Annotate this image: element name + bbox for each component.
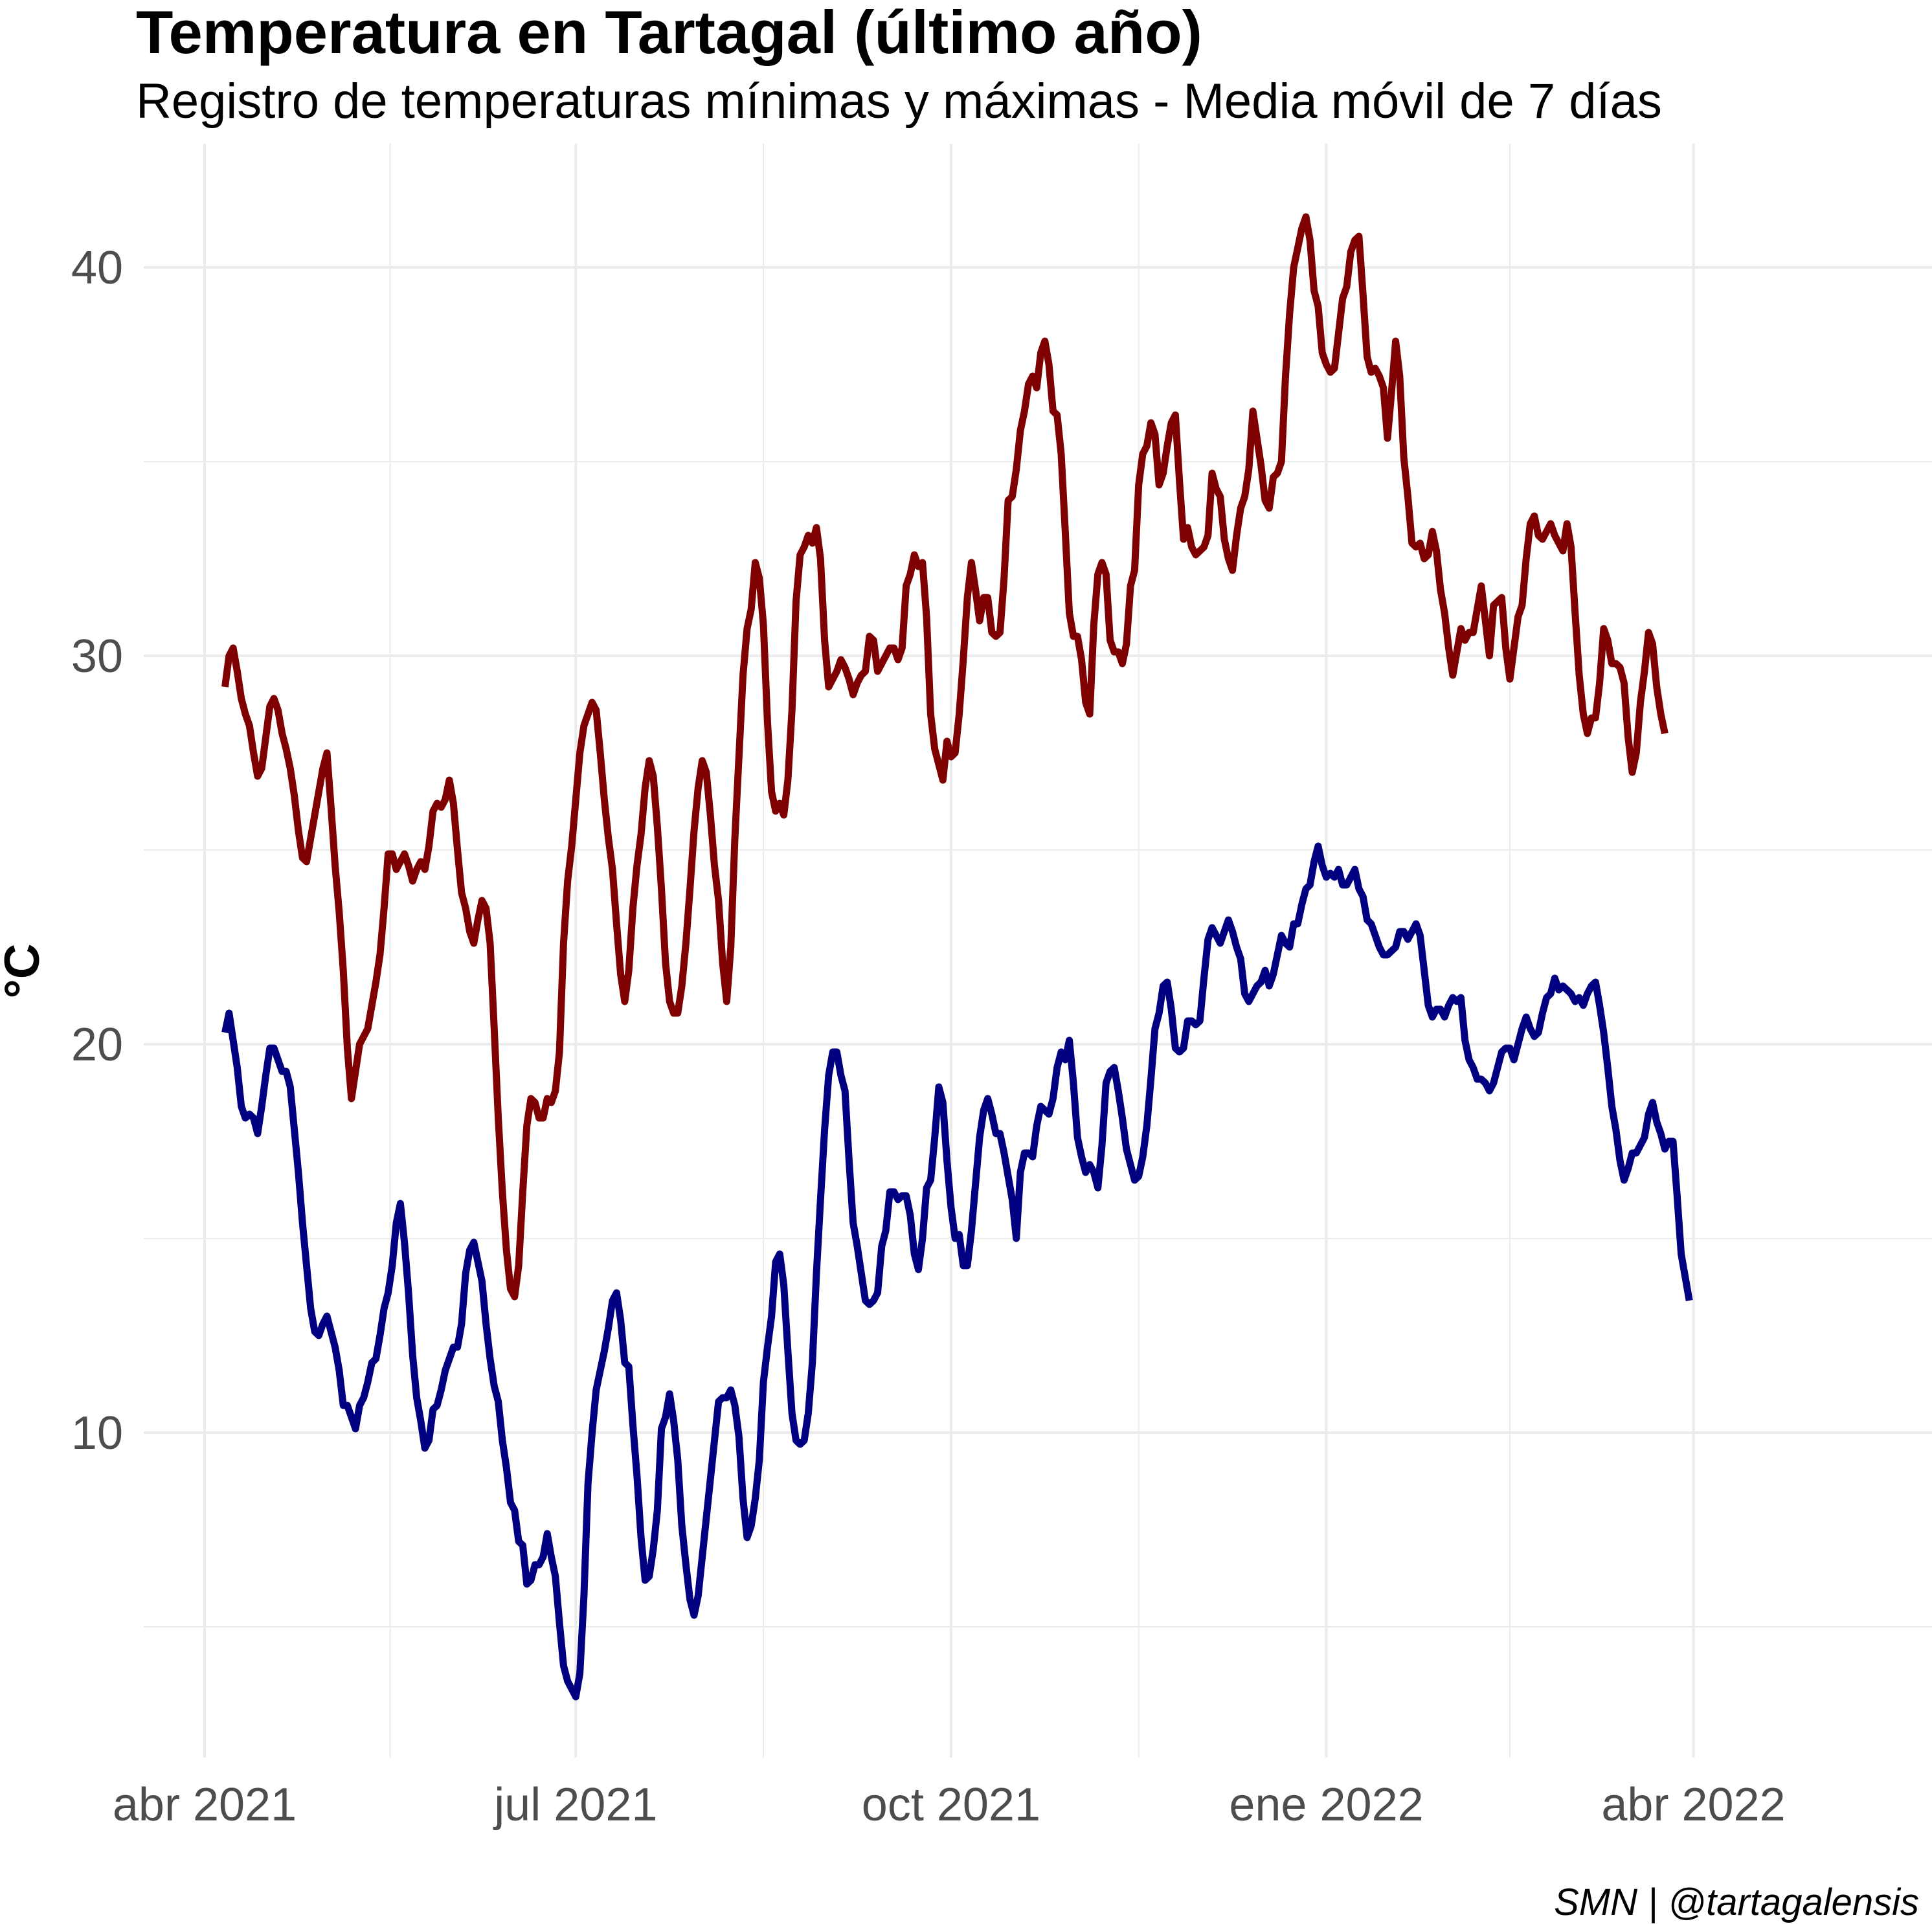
chart-subtitle: Registro de temperaturas mínimas y máxim… — [136, 74, 1662, 129]
y-axis-tick-labels: 10 20 30 40 — [71, 242, 123, 1459]
chart-title: Temperatura en Tartagal (último año) — [136, 0, 1202, 66]
grid-major-x — [203, 144, 1695, 1758]
y-tick-label: 30 — [71, 631, 123, 682]
x-tick-label: abr 2022 — [1601, 1779, 1785, 1831]
y-axis-label: °C — [0, 943, 50, 998]
grid-major-y — [144, 266, 1932, 1434]
series-line-m-xima — [221, 213, 1668, 1301]
y-tick-label: 10 — [71, 1407, 123, 1459]
y-tick-label: 40 — [71, 242, 123, 294]
x-tick-label: abr 2021 — [113, 1779, 297, 1831]
series-layer — [221, 213, 1693, 1701]
y-tick-label: 20 — [71, 1019, 123, 1071]
x-tick-label: jul 2021 — [493, 1779, 657, 1831]
x-tick-label: oct 2021 — [862, 1779, 1040, 1831]
grid-minor-x — [389, 144, 1511, 1758]
grid-minor-y — [144, 461, 1932, 1628]
series-line-m-nima — [221, 842, 1693, 1701]
x-axis-tick-labels: abr 2021 jul 2021 oct 2021 ene 2022 abr 2022 — [113, 1779, 1786, 1831]
x-tick-label: ene 2022 — [1229, 1779, 1423, 1831]
chart-caption: SMN | @tartagalensis — [1554, 1881, 1919, 1923]
